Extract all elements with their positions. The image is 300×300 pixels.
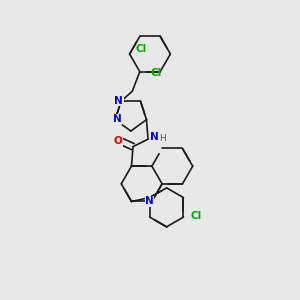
Text: N: N bbox=[145, 196, 154, 206]
Text: Cl: Cl bbox=[191, 211, 202, 220]
Text: O: O bbox=[114, 136, 122, 146]
Text: H: H bbox=[159, 134, 166, 143]
Text: N: N bbox=[114, 96, 123, 106]
Text: N: N bbox=[150, 132, 159, 142]
Text: Cl: Cl bbox=[150, 68, 162, 78]
Text: N: N bbox=[113, 114, 122, 124]
Text: Cl: Cl bbox=[136, 44, 147, 55]
